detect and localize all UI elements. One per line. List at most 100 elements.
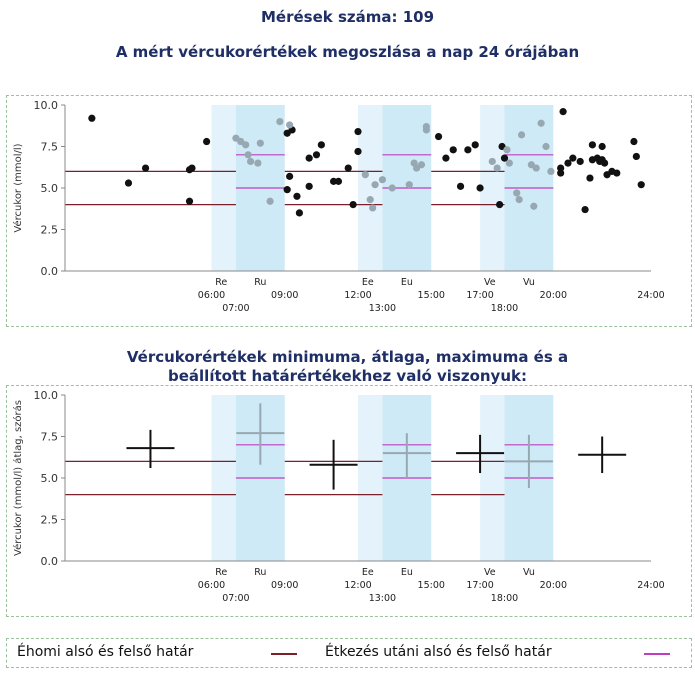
x-tick-label: 20:00	[540, 290, 567, 301]
data-point	[361, 171, 369, 179]
data-point	[305, 154, 313, 162]
data-point	[293, 192, 301, 200]
data-point	[244, 151, 252, 159]
data-point	[456, 182, 465, 190]
meal-label: Ee	[362, 567, 374, 578]
x-tick-label: 18:00	[491, 593, 518, 604]
x-tick-label: 17:00	[466, 580, 493, 591]
data-point	[559, 108, 567, 116]
x-tick-label: 13:00	[369, 593, 396, 604]
x-tick-label: 06:00	[198, 290, 225, 301]
data-point	[266, 197, 274, 205]
data-point	[276, 118, 284, 126]
data-point	[295, 209, 303, 217]
data-point	[283, 186, 291, 194]
legend: Éhomi alsó és felső határ Étkezés utáni …	[6, 638, 692, 668]
data-point	[286, 172, 294, 180]
meal-band	[211, 105, 236, 271]
data-point	[505, 159, 513, 167]
x-tick-label: 17:00	[466, 290, 493, 301]
data-point	[601, 159, 609, 167]
meal-band	[358, 395, 383, 561]
x-tick-label: 09:00	[271, 290, 298, 301]
meal-label: Vu	[523, 567, 535, 578]
data-point	[286, 121, 294, 129]
data-point	[532, 164, 540, 172]
data-point	[517, 131, 526, 139]
data-point	[613, 169, 621, 177]
data-point	[581, 205, 589, 214]
data-point	[366, 196, 374, 204]
chart2-title-line1: Vércukorértékek minimuma, átlaga, maximu…	[126, 348, 569, 366]
legend-postmeal-label: Étkezés utáni alsó és felső határ	[325, 644, 552, 660]
data-point	[256, 139, 264, 147]
meal-label: Eu	[401, 277, 413, 288]
data-point	[503, 146, 511, 154]
data-point	[242, 141, 250, 149]
chart1-panel: 0.0 2.5 5.0 7.5 10.0 Vércukor (mmol/l) Re Ru Ee E…	[6, 95, 692, 327]
data-point	[246, 157, 255, 166]
data-point	[203, 137, 211, 146]
data-point	[464, 146, 472, 154]
legend-fasting-label: Éhomi alsó és felső határ	[17, 644, 194, 660]
data-point	[632, 152, 640, 161]
y-tick-label: 10.0	[34, 389, 59, 402]
x-tick-label: 07:00	[222, 593, 249, 604]
data-point	[188, 164, 196, 172]
data-point	[305, 182, 313, 190]
data-point	[471, 141, 479, 149]
y-tick-label: 0.0	[41, 265, 59, 278]
data-point	[496, 201, 504, 209]
data-point	[557, 164, 565, 172]
data-point	[185, 197, 194, 205]
errorbar-chart: 0.0 2.5 5.0 7.5 10.0 Vércukor (mmol/l) átlag,…	[12, 389, 665, 604]
data-point	[442, 154, 450, 162]
y-tick-label: 2.5	[41, 224, 59, 237]
data-point	[513, 189, 521, 197]
chart2-title-line2: beállított határértékekhez való viszonyu…	[168, 367, 527, 385]
data-point	[344, 164, 352, 172]
data-point	[449, 146, 457, 154]
chart1-title: A mért vércukorértékek megoszlása a nap …	[115, 43, 580, 61]
meal-label: Ru	[254, 277, 266, 288]
meal-label: Vu	[523, 277, 535, 288]
meal-label: Ve	[484, 277, 496, 288]
x-tick-label: 12:00	[344, 580, 371, 591]
data-point	[141, 164, 150, 172]
data-point	[371, 181, 379, 189]
data-point	[334, 177, 343, 185]
meal-label: Re	[215, 567, 227, 578]
data-point	[537, 119, 545, 127]
x-tick-label: 20:00	[540, 580, 567, 591]
data-point	[530, 202, 538, 210]
x-tick-label: 12:00	[344, 290, 371, 301]
meal-label: Ve	[484, 567, 496, 578]
y-tick-label: 10.0	[34, 99, 59, 112]
x-tick-label: 06:00	[198, 580, 225, 591]
data-point	[542, 142, 550, 151]
y-axis-label: Vércukor (mmol/l) átlag, szórás	[12, 400, 24, 556]
y-tick-label: 7.5	[41, 141, 59, 154]
data-point	[500, 154, 509, 162]
data-point	[557, 169, 565, 177]
data-point	[630, 137, 638, 146]
chart2-panel: 0.0 2.5 5.0 7.5 10.0 Vércukor (mmol/l) átlag,…	[6, 385, 692, 617]
data-point	[569, 154, 577, 162]
data-point	[476, 184, 484, 192]
x-tick-label: 15:00	[418, 290, 445, 301]
meal-band	[358, 105, 383, 271]
data-point	[417, 161, 426, 169]
y-axis-label: Vércukor (mmol/l)	[12, 143, 24, 232]
meal-label: Ru	[254, 567, 266, 578]
y-tick-label: 7.5	[41, 431, 59, 444]
y-tick-label: 2.5	[41, 514, 59, 527]
meal-label: Eu	[401, 567, 413, 578]
data-point	[369, 204, 377, 212]
data-point	[354, 127, 362, 136]
data-point	[493, 164, 501, 172]
y-tick-label: 5.0	[41, 472, 59, 485]
data-point	[317, 141, 325, 149]
data-point	[405, 181, 413, 189]
data-point	[422, 122, 430, 131]
legend-postmeal-swatch	[644, 653, 670, 655]
